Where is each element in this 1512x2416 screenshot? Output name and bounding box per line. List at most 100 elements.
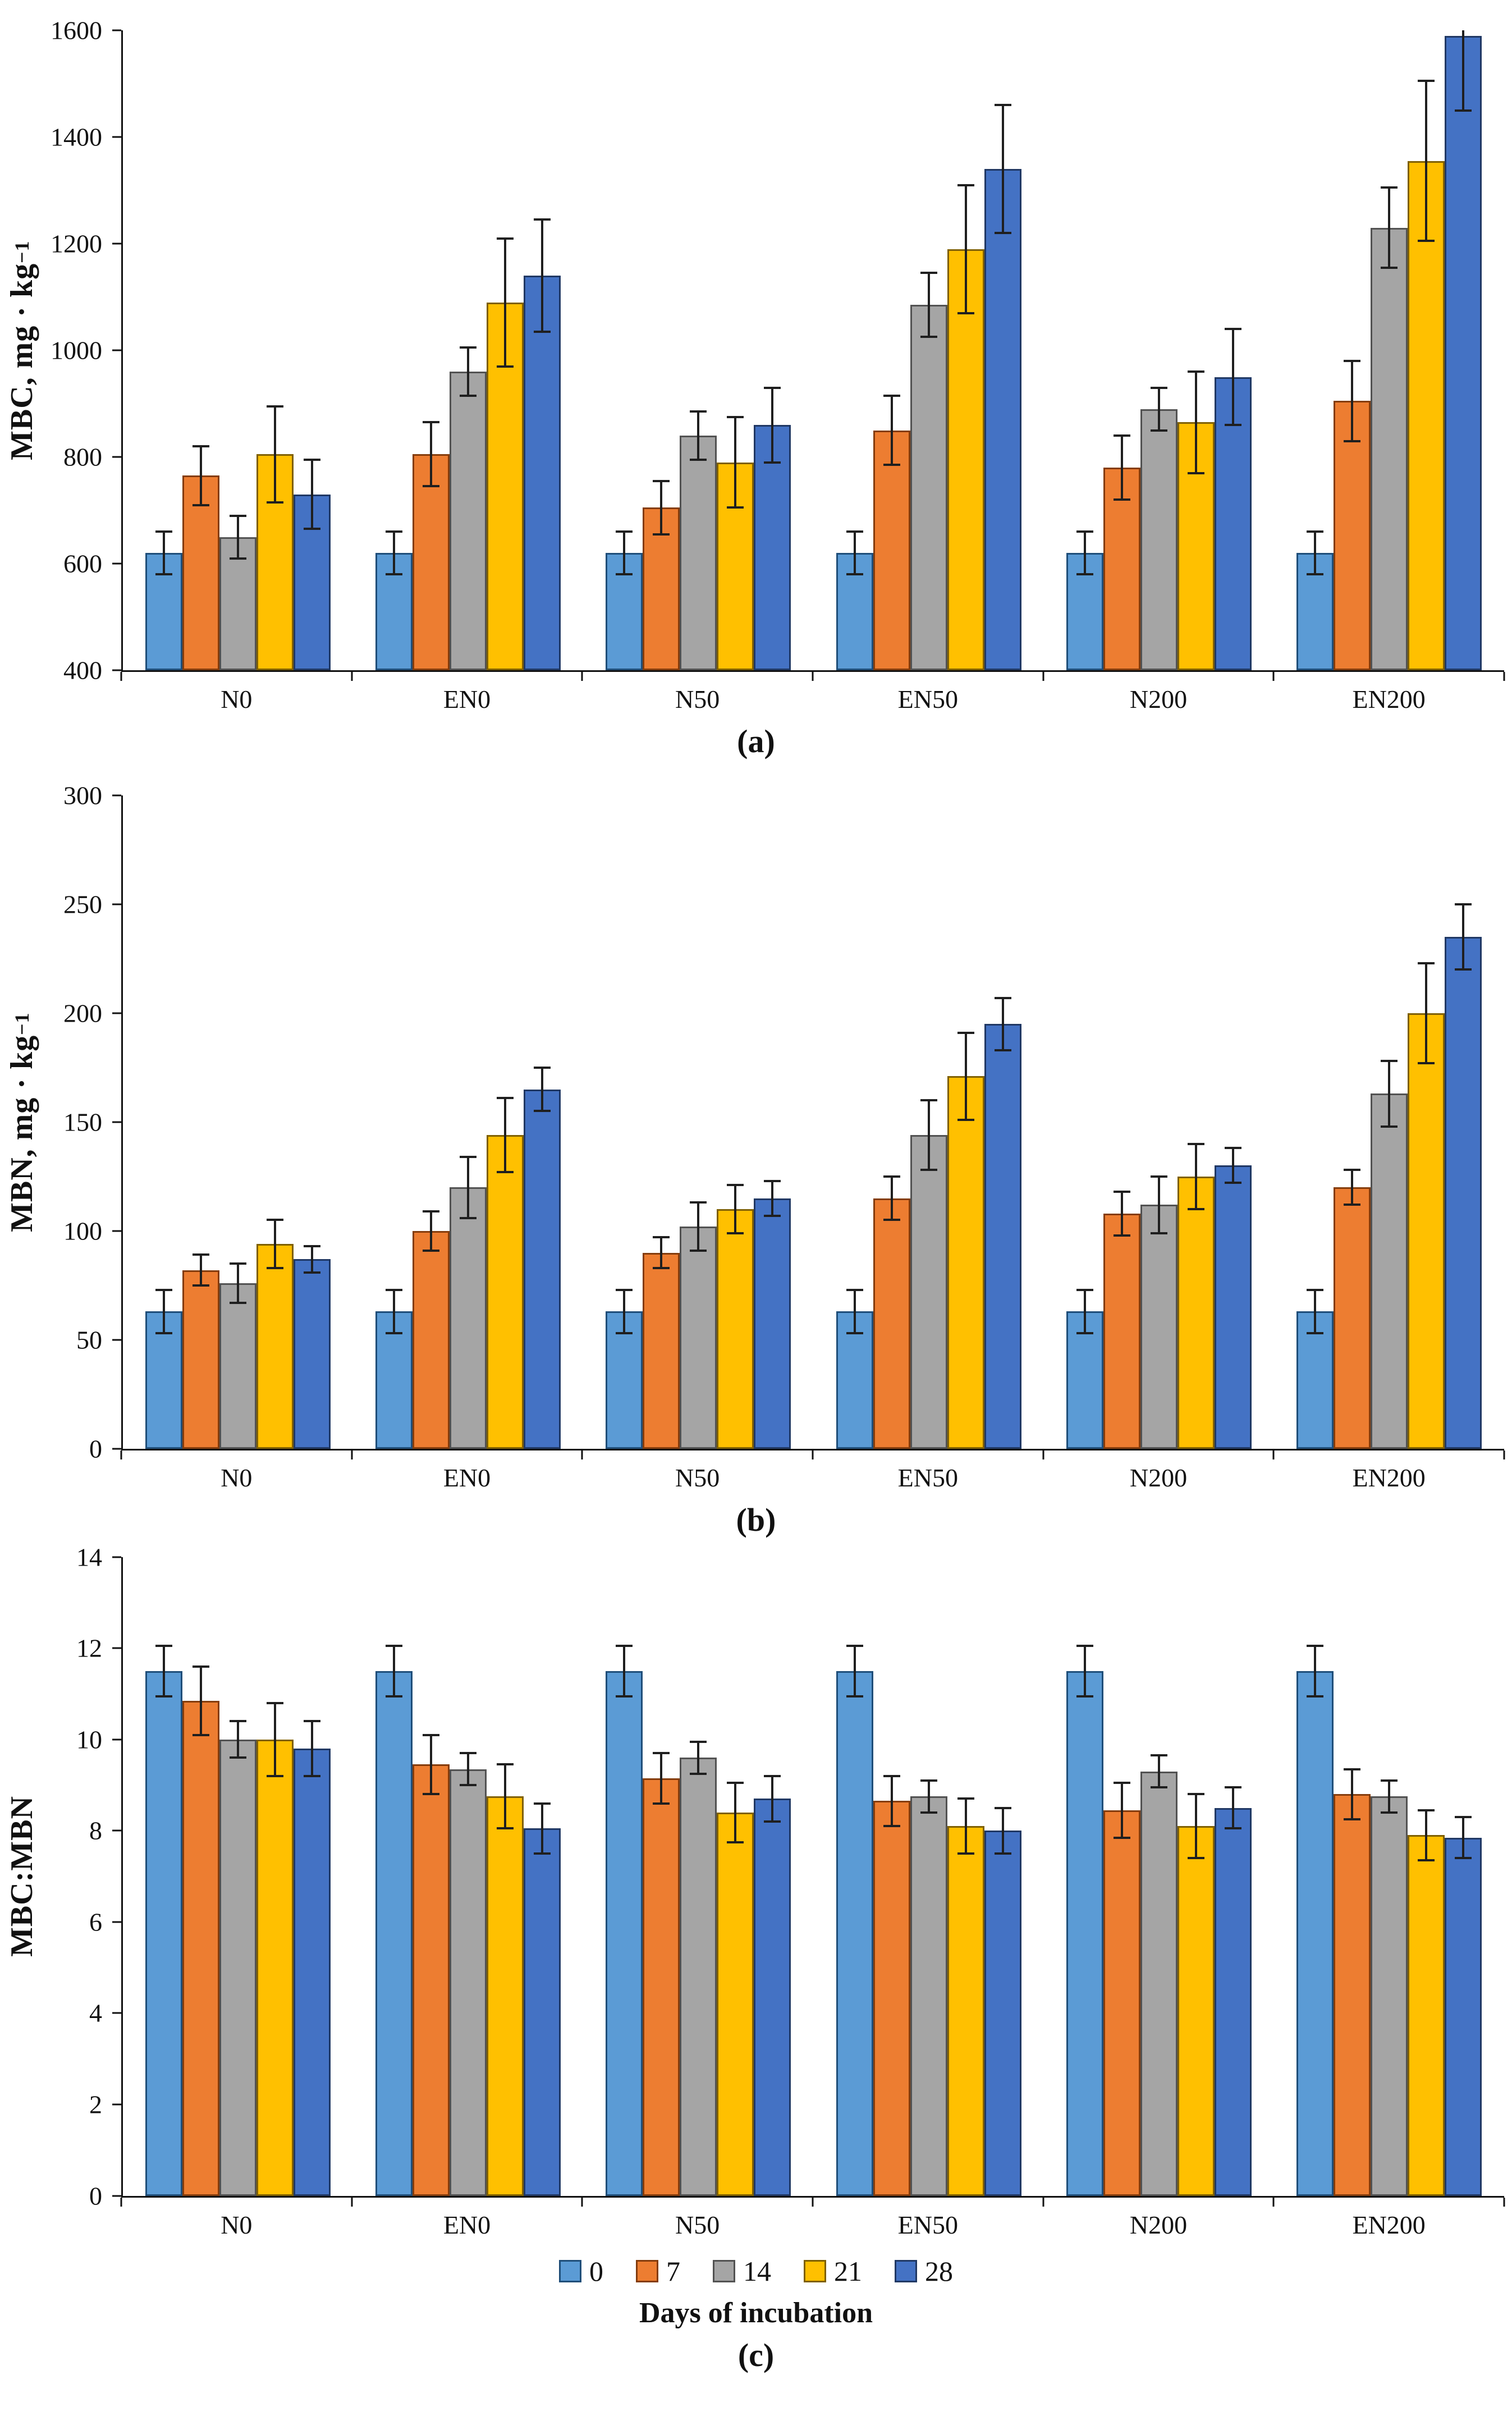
error-bar-cap-top xyxy=(155,530,173,533)
barwrap-en200-day14 xyxy=(1370,30,1408,670)
error-bar-cap-bottom xyxy=(304,1774,321,1777)
error-bar-line xyxy=(890,1776,893,1827)
x-boundary-tick xyxy=(351,2197,353,2207)
legend-item-day28: 28 xyxy=(895,2255,953,2287)
barwrap-n50-day7 xyxy=(643,795,680,1449)
error-bar-cap-top xyxy=(230,1720,247,1723)
error-bar-line xyxy=(430,422,433,487)
error-bar-cap-top xyxy=(1113,1190,1130,1193)
y-tick-label: 200 xyxy=(63,999,102,1028)
error-bar-cap-top xyxy=(616,530,633,533)
bar-n200-day7 xyxy=(1103,1213,1140,1449)
error-bar-cap-top xyxy=(653,1236,670,1239)
x-category-label-en0: EN0 xyxy=(443,1463,491,1492)
figure-mbc-mbn-panels: MBC, mg · kg −1 400 600 800 1000 1200 1400 1600… xyxy=(0,16,1512,2416)
y-tick-label: 4 xyxy=(89,1998,102,2028)
error-bar-line xyxy=(890,395,893,465)
error-bar-cap-top xyxy=(846,530,863,533)
error-bar-cap-bottom xyxy=(1454,968,1472,971)
barwrap-en0-day7 xyxy=(413,795,450,1449)
error-bar-cap-bottom xyxy=(1417,1062,1435,1065)
bar-en200-day7 xyxy=(1333,1794,1371,2196)
error-bar-line xyxy=(1350,361,1353,441)
error-bar-cap-top xyxy=(957,1031,974,1034)
error-bar-cap-bottom xyxy=(1454,1857,1472,1860)
y-axis-title-mbn: MBN, mg · kg −1 xyxy=(4,1012,39,1232)
error-bar-cap-top xyxy=(267,1219,284,1221)
error-bar-cap-top xyxy=(1187,1793,1204,1796)
y-tick-label: 8 xyxy=(89,1816,102,1845)
barwrap-en50-day7 xyxy=(873,1557,910,2196)
y-tick-mark xyxy=(112,1647,121,1649)
bar-en50-day14 xyxy=(910,1135,947,1449)
error-bar-cap-bottom xyxy=(1150,1232,1167,1234)
y-tick-label: 0 xyxy=(89,2181,102,2211)
error-bar-cap-top xyxy=(460,346,477,349)
y-tick-label: 10 xyxy=(76,1725,102,1754)
error-bar-cap-bottom xyxy=(1113,498,1130,501)
x-boundary-tick xyxy=(1503,672,1505,681)
barwrap-en0-day21 xyxy=(487,30,524,670)
error-bar-line xyxy=(1313,532,1316,574)
barwrap-en50-day21 xyxy=(947,30,984,670)
barwrap-n50-day7 xyxy=(643,30,680,670)
error-bar-cap-top xyxy=(1224,328,1241,330)
bar-n50-day21 xyxy=(717,1812,754,2196)
error-bar-cap-bottom xyxy=(1187,472,1204,474)
y-tick-mark xyxy=(112,2195,121,2197)
barwrap-en0-day0 xyxy=(375,30,413,670)
error-bar-cap-top xyxy=(1150,1175,1167,1178)
bar-group-en50 xyxy=(814,1557,1044,2196)
barwrap-n50-day21 xyxy=(717,795,754,1449)
barwrap-n200-day7 xyxy=(1103,795,1140,1449)
x-category-label-n0: N0 xyxy=(221,685,253,713)
bar-group-en50 xyxy=(814,30,1044,670)
barwrap-n50-day0 xyxy=(606,30,643,670)
error-bar-cap-top xyxy=(1224,1147,1241,1150)
error-bar-cap-bottom xyxy=(883,464,900,466)
error-bar-line xyxy=(163,1289,166,1334)
y-tick-mark xyxy=(112,669,121,671)
y-axis-title-superscript: −1 xyxy=(11,240,33,263)
y-tick-label: 800 xyxy=(63,442,102,472)
error-bar-line xyxy=(1231,1148,1234,1183)
barwrap-n50-day28 xyxy=(754,795,791,1449)
error-bar-cap-top xyxy=(883,1175,900,1178)
bar-en50-day28 xyxy=(984,1024,1021,1449)
error-bar-cap-bottom xyxy=(423,1793,440,1796)
error-bar-cap-bottom xyxy=(386,1695,403,1697)
y-tick-label: 1600 xyxy=(51,16,102,45)
error-bar-cap-top xyxy=(534,1802,551,1805)
error-bar-cap-bottom xyxy=(267,501,284,504)
error-bar-line xyxy=(697,1741,700,1774)
error-bar-line xyxy=(541,219,544,332)
bar-en50-day14 xyxy=(910,1796,947,2196)
legend-label: 14 xyxy=(743,2255,771,2287)
error-bar-cap-bottom xyxy=(1224,1182,1241,1184)
error-bar-cap-bottom xyxy=(386,1332,403,1335)
barwrap-n200-day0 xyxy=(1066,795,1103,1449)
bar-n50-day7 xyxy=(643,1778,680,2196)
bar-en200-day14 xyxy=(1370,1796,1408,2196)
bar-en0-day21 xyxy=(487,1796,524,2196)
error-bar-cap-top xyxy=(994,104,1011,106)
bar-group-n200 xyxy=(1044,30,1274,670)
error-bar-cap-bottom xyxy=(690,1249,707,1252)
barwrap-en50-day14 xyxy=(910,795,947,1449)
x-boundary-tick xyxy=(1042,672,1044,681)
error-bar-line xyxy=(393,1646,396,1696)
barwrap-n50-day14 xyxy=(680,795,717,1449)
error-bar-cap-bottom xyxy=(690,1772,707,1775)
error-bar-line xyxy=(1001,1808,1004,1854)
y-axis-title-superscript: −1 xyxy=(11,1012,33,1035)
y-tick-mark xyxy=(112,1738,121,1741)
y-tick-mark xyxy=(112,1121,121,1123)
error-bar-cap-bottom xyxy=(690,458,707,461)
barwrap-n0-day7 xyxy=(182,30,220,670)
error-bar-line xyxy=(771,1776,774,1822)
error-bar-cap-top xyxy=(193,1665,210,1668)
bar-en50-day21 xyxy=(947,1826,984,2196)
error-bar-line xyxy=(1083,1646,1086,1696)
error-bar-cap-bottom xyxy=(230,1756,247,1759)
error-bar-cap-top xyxy=(423,1210,440,1212)
